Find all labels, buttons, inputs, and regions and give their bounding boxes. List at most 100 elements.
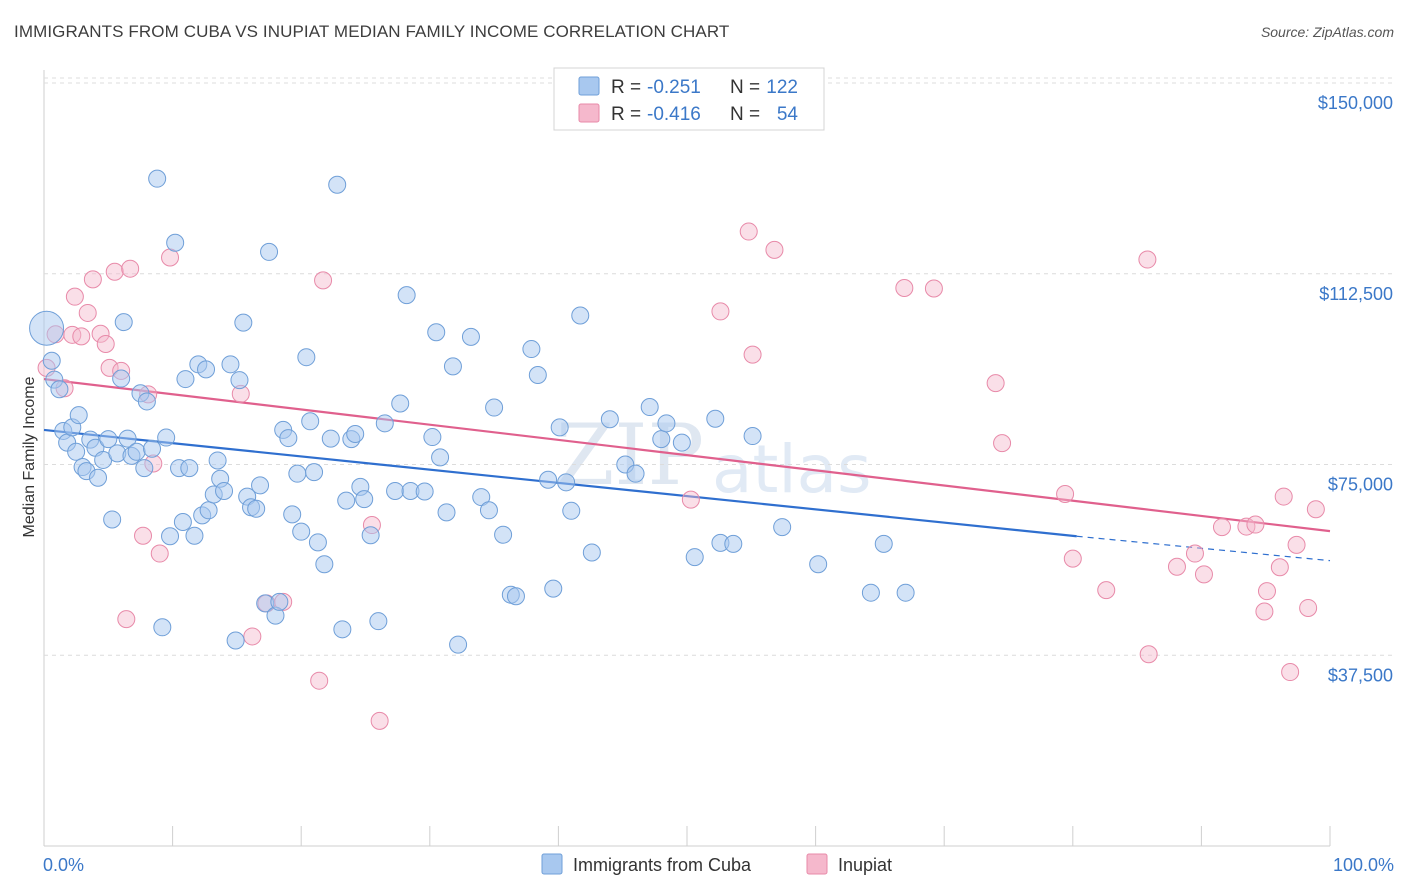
legend-n-value-cuba: 122 xyxy=(766,77,798,98)
data-point-cuba xyxy=(485,398,504,417)
legend-r-value-inupiat: -0.416 xyxy=(647,104,701,125)
trend-line-inupiat xyxy=(43,377,1331,533)
source-label: Source: ZipAtlas.com xyxy=(1260,24,1394,40)
data-point-inupiat xyxy=(1194,565,1213,584)
y-tick-labels: $37,500 $75,000 $112,500 $150,000 xyxy=(1318,93,1393,685)
data-point-cuba xyxy=(809,555,828,574)
data-point-cuba xyxy=(415,482,434,501)
data-point-cuba xyxy=(50,380,69,399)
data-point-cuba xyxy=(896,583,915,602)
x-ticks xyxy=(43,826,1331,846)
data-point-cuba xyxy=(557,473,576,492)
data-point-cuba xyxy=(270,592,289,611)
legend-n-value-inupiat: 54 xyxy=(777,104,799,125)
data-point-cuba xyxy=(685,548,704,567)
data-point-inupiat xyxy=(1063,549,1082,568)
data-point-cuba xyxy=(305,463,324,482)
data-point-inupiat xyxy=(1139,645,1158,664)
data-point-cuba xyxy=(199,501,218,520)
data-point-inupiat xyxy=(1212,518,1231,537)
data-point-cuba xyxy=(135,459,154,478)
data-point-cuba xyxy=(361,526,380,545)
data-point-cuba xyxy=(283,505,302,524)
data-point-cuba xyxy=(724,534,743,553)
y-tick-label: $112,500 xyxy=(1319,284,1393,304)
data-point-cuba xyxy=(431,448,450,467)
data-point-cuba xyxy=(251,476,270,495)
data-point-inupiat xyxy=(924,279,943,298)
x-tick-label-max: 100.0% xyxy=(1333,855,1394,875)
inupiat-points xyxy=(37,222,1325,730)
data-point-cuba xyxy=(550,418,569,437)
data-point-cuba xyxy=(215,481,234,500)
data-point-cuba xyxy=(157,428,176,447)
bottom-legend-swatch-cuba xyxy=(541,853,563,875)
data-point-cuba xyxy=(437,503,456,522)
data-point-inupiat xyxy=(711,302,730,321)
data-point-cuba xyxy=(562,501,581,520)
data-point-cuba xyxy=(69,406,88,425)
data-point-inupiat xyxy=(739,222,758,241)
trend-line-cuba-extension xyxy=(1076,535,1331,562)
stats-legend: R = -0.251 N = 122 R = -0.416 N = 54 xyxy=(553,67,825,131)
data-point-inupiat xyxy=(1097,581,1116,600)
data-point-cuba xyxy=(143,439,162,458)
data-point-cuba xyxy=(173,512,192,531)
bottom-legend-label-inupiat: Inupiat xyxy=(838,855,892,875)
data-point-cuba xyxy=(743,427,762,446)
data-point-cuba xyxy=(161,527,180,546)
data-point-cuba xyxy=(185,526,204,545)
bottom-legend-swatch-inupiat xyxy=(806,853,828,875)
data-point-inupiat xyxy=(1255,602,1274,621)
data-point-cuba xyxy=(153,618,172,637)
data-point-cuba xyxy=(528,365,547,384)
data-point-cuba xyxy=(328,175,347,194)
data-point-inupiat xyxy=(1287,535,1306,554)
data-point-cuba xyxy=(706,409,725,428)
data-point-cuba xyxy=(321,429,340,448)
data-point-cuba xyxy=(539,470,558,489)
y-tick-label: $75,000 xyxy=(1328,475,1393,495)
data-point-cuba xyxy=(506,587,525,606)
data-point-inupiat xyxy=(105,262,124,281)
data-point-cuba xyxy=(600,410,619,429)
data-point-cuba xyxy=(197,360,216,379)
data-point-cuba xyxy=(29,310,65,346)
series-legend: Immigrants from Cuba Inupiat xyxy=(541,853,892,875)
data-point-cuba xyxy=(494,525,513,544)
data-point-cuba xyxy=(472,488,491,507)
data-point-inupiat xyxy=(1237,517,1256,536)
data-point-inupiat xyxy=(63,325,82,344)
data-point-cuba xyxy=(114,313,133,332)
data-point-cuba xyxy=(103,510,122,529)
data-point-inupiat xyxy=(314,271,333,290)
data-point-inupiat xyxy=(1185,544,1204,563)
data-point-cuba xyxy=(148,169,167,188)
data-point-cuba xyxy=(337,491,356,510)
legend-n-label-cuba: N = xyxy=(730,77,760,98)
data-point-inupiat xyxy=(243,627,262,646)
data-point-inupiat xyxy=(370,711,389,730)
data-point-cuba xyxy=(479,501,498,520)
data-point-inupiat xyxy=(1281,663,1300,682)
bottom-legend-label-cuba: Immigrants from Cuba xyxy=(573,855,752,875)
x-tick-label-min: 0.0% xyxy=(43,855,84,875)
data-point-inupiat xyxy=(1270,558,1289,577)
y-tick-label: $150,000 xyxy=(1318,93,1393,113)
data-point-cuba xyxy=(315,555,334,574)
y-tick-label: $37,500 xyxy=(1328,665,1393,685)
data-point-cuba xyxy=(427,323,446,342)
data-point-cuba xyxy=(397,286,416,305)
data-point-cuba xyxy=(571,306,590,325)
data-point-inupiat xyxy=(1056,485,1075,504)
data-point-cuba xyxy=(773,518,792,537)
data-point-cuba xyxy=(461,327,480,346)
cuba-points xyxy=(29,169,915,654)
data-point-cuba xyxy=(375,414,394,433)
data-point-cuba xyxy=(874,534,893,553)
data-point-cuba xyxy=(127,442,146,461)
data-point-cuba xyxy=(89,468,108,487)
data-point-inupiat xyxy=(134,526,153,545)
data-point-cuba xyxy=(180,459,199,478)
